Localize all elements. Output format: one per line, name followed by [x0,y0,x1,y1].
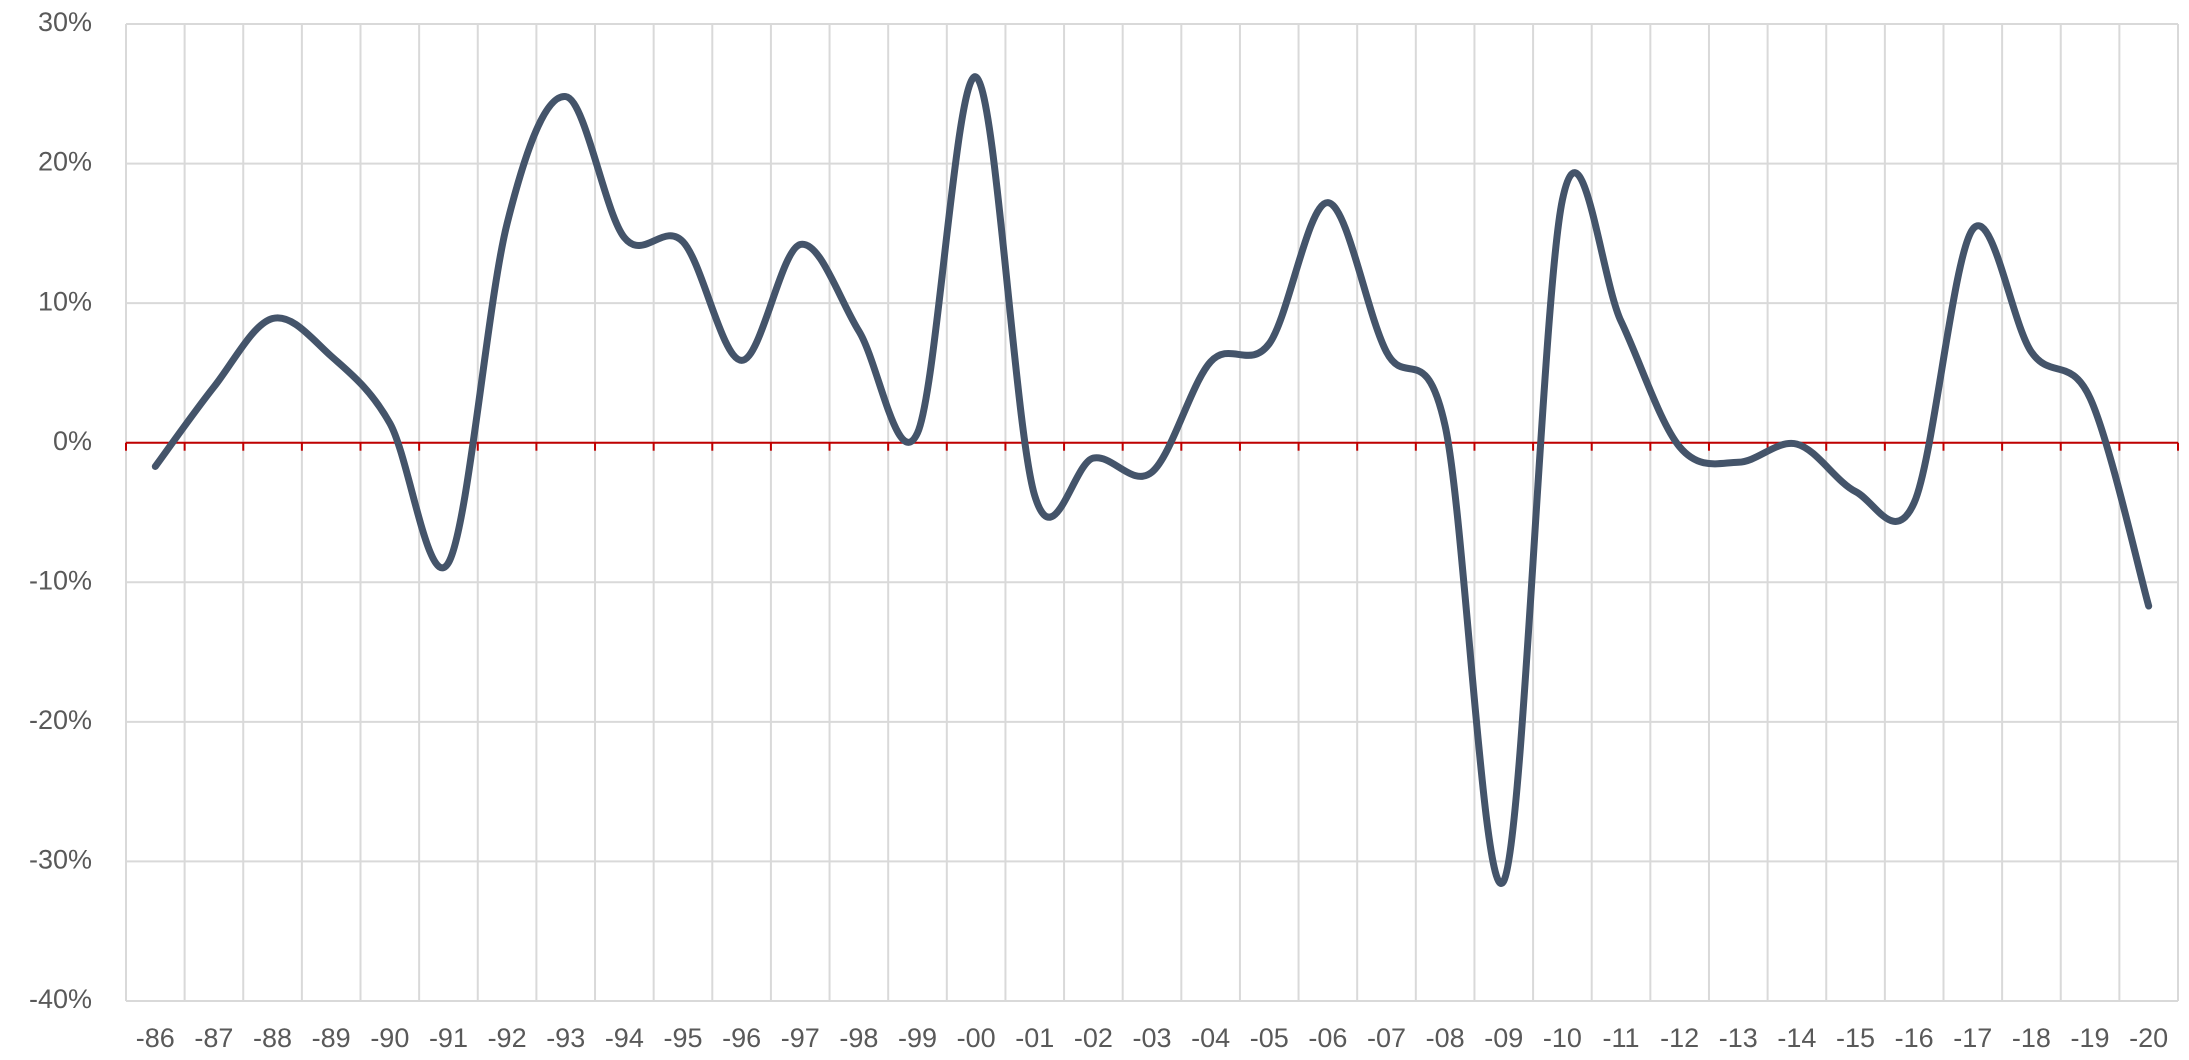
x-tick-label: -96 [722,1023,761,1053]
y-tick-label: 20% [38,147,92,177]
x-tick-label: -94 [605,1023,644,1053]
x-tick-label: -98 [839,1023,878,1053]
y-tick-label: -30% [29,845,92,875]
y-tick-label: -20% [29,705,92,735]
x-tick-label: -99 [898,1023,937,1053]
x-tick-label: -02 [1074,1023,1113,1053]
x-tick-label: -93 [546,1023,585,1053]
x-tick-label: -06 [1308,1023,1347,1053]
x-tick-label: -10 [1543,1023,1582,1053]
y-tick-label: 30% [38,7,92,37]
x-tick-label: -92 [488,1023,527,1053]
x-tick-label: -19 [2071,1023,2110,1053]
x-tick-label: -87 [194,1023,233,1053]
x-tick-label: -13 [1719,1023,1758,1053]
x-tick-label: -11 [1603,1023,1640,1053]
x-tick-label: -15 [1836,1023,1875,1053]
x-tick-label: -18 [2012,1023,2051,1053]
x-tick-label: -90 [370,1023,409,1053]
x-tick-label: -12 [1660,1023,1699,1053]
y-tick-label: -10% [29,565,92,595]
x-tick-label: -03 [1132,1023,1171,1053]
x-tick-label: -17 [1953,1023,1992,1053]
x-tick-label: -88 [253,1023,292,1053]
x-tick-label: -97 [781,1023,820,1053]
x-tick-label: -01 [1015,1023,1054,1053]
x-tick-label: -91 [429,1023,468,1053]
x-tick-label: -00 [957,1023,996,1053]
x-tick-label: -20 [2129,1023,2168,1053]
x-tick-label: -14 [1777,1023,1816,1053]
x-tick-label: -09 [1484,1023,1523,1053]
x-tick-label: -95 [663,1023,702,1053]
y-tick-label: 10% [38,286,92,316]
x-tick-label: -86 [136,1023,175,1053]
y-tick-label: 0% [53,426,92,456]
y-tick-label: -40% [29,984,92,1014]
x-tick-label: -05 [1250,1023,1289,1053]
x-tick-label: -16 [1895,1023,1934,1053]
x-tick-label: -08 [1426,1023,1465,1053]
x-tick-label: -89 [312,1023,351,1053]
data-line [151,73,2153,887]
x-tick-label: -07 [1367,1023,1406,1053]
x-tick-label: -04 [1191,1023,1230,1053]
